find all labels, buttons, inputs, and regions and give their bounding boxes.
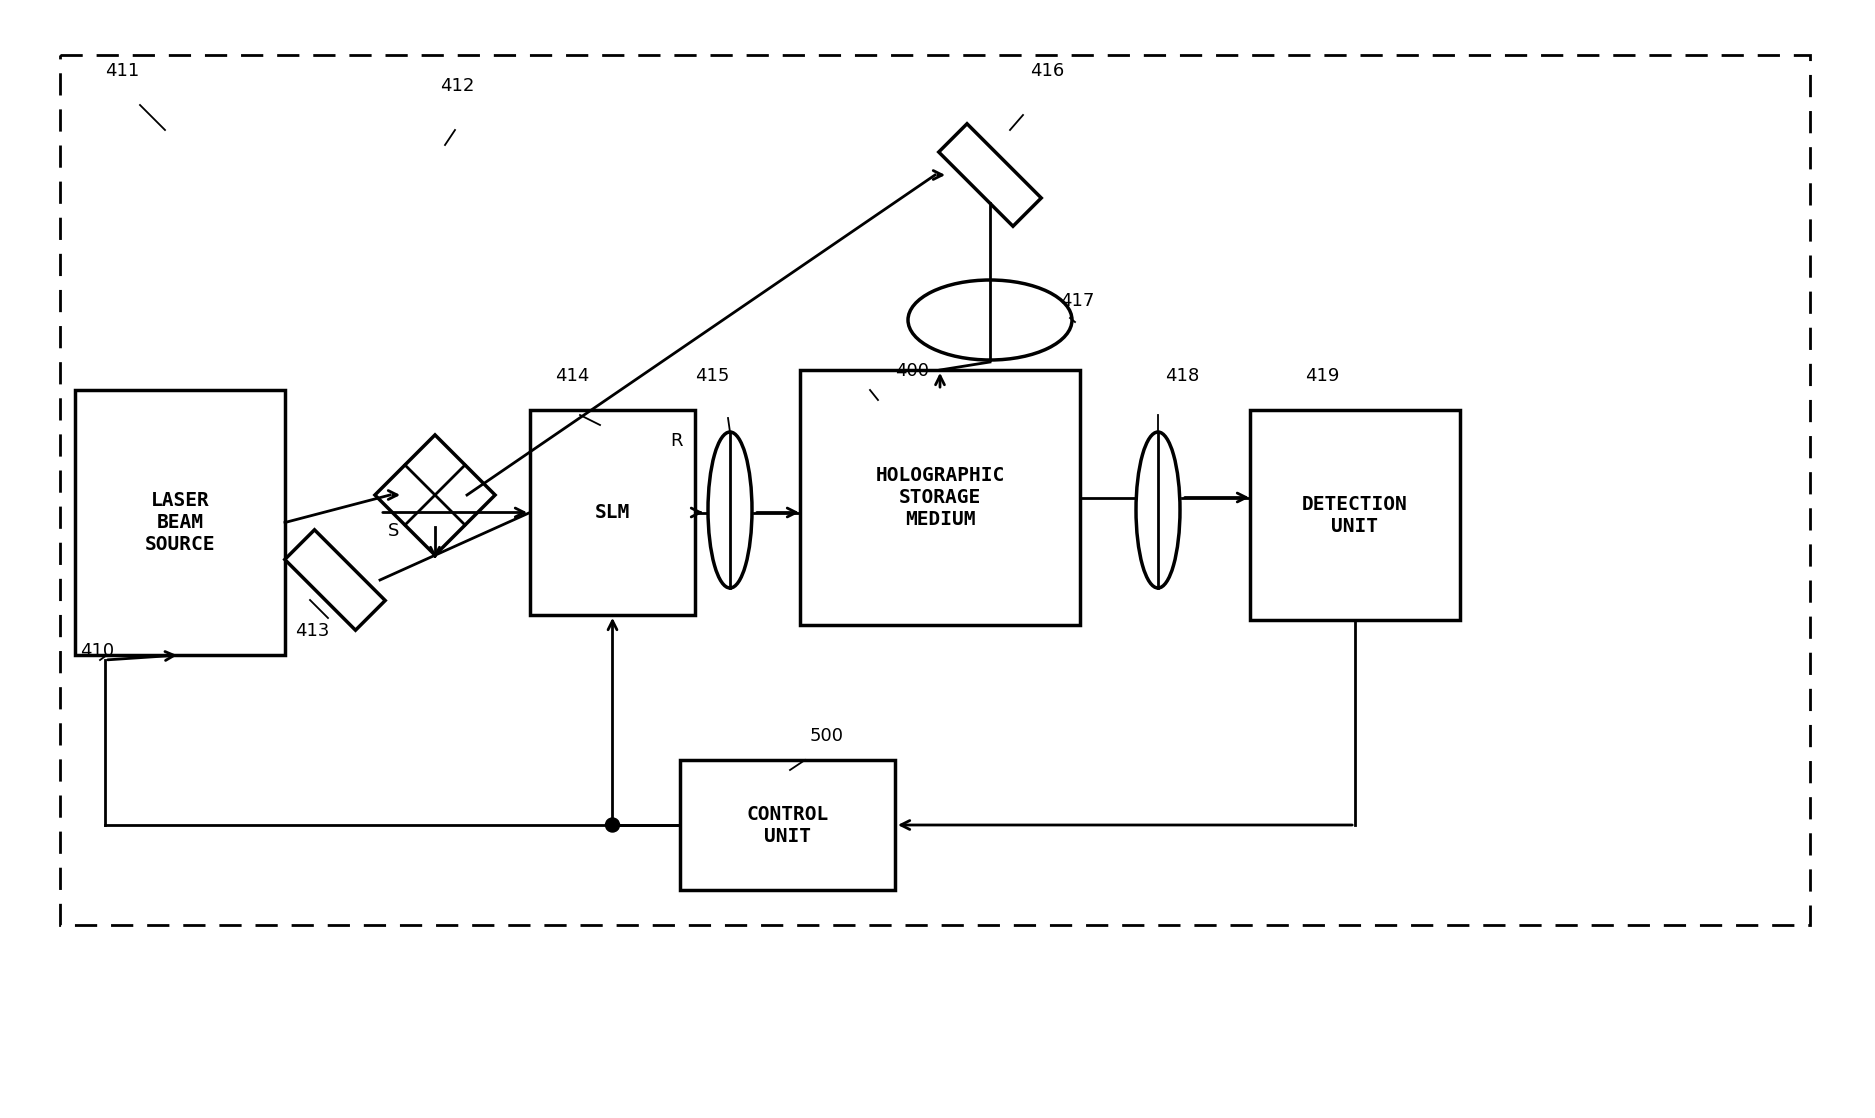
Text: 410: 410	[81, 642, 114, 660]
Text: 400: 400	[894, 362, 928, 380]
Text: LASER
BEAM
SOURCE: LASER BEAM SOURCE	[144, 491, 216, 555]
FancyBboxPatch shape	[60, 55, 1809, 925]
FancyBboxPatch shape	[681, 760, 894, 890]
FancyBboxPatch shape	[801, 370, 1080, 625]
Text: 416: 416	[1029, 61, 1065, 80]
Text: HOLOGRAPHIC
STORAGE
MEDIUM: HOLOGRAPHIC STORAGE MEDIUM	[876, 466, 1005, 529]
Text: 417: 417	[1059, 292, 1095, 310]
Ellipse shape	[1136, 432, 1179, 588]
Text: SLM: SLM	[594, 503, 630, 522]
Polygon shape	[939, 124, 1041, 226]
Polygon shape	[375, 435, 495, 556]
Text: 412: 412	[441, 77, 474, 95]
Text: 413: 413	[294, 622, 330, 639]
Text: 415: 415	[696, 367, 729, 385]
Text: 419: 419	[1305, 367, 1339, 385]
Polygon shape	[285, 530, 384, 631]
Text: 411: 411	[105, 61, 139, 80]
Ellipse shape	[908, 280, 1072, 360]
Text: 418: 418	[1164, 367, 1200, 385]
Text: DETECTION
UNIT: DETECTION UNIT	[1301, 494, 1408, 536]
FancyBboxPatch shape	[75, 390, 285, 655]
Text: S: S	[388, 522, 399, 540]
FancyBboxPatch shape	[531, 410, 696, 615]
Circle shape	[606, 818, 619, 832]
Ellipse shape	[709, 432, 752, 588]
FancyBboxPatch shape	[1251, 410, 1461, 620]
Text: CONTROL
UNIT: CONTROL UNIT	[746, 805, 829, 845]
Text: 414: 414	[555, 367, 589, 385]
Text: R: R	[669, 432, 682, 451]
Text: 500: 500	[810, 727, 844, 745]
